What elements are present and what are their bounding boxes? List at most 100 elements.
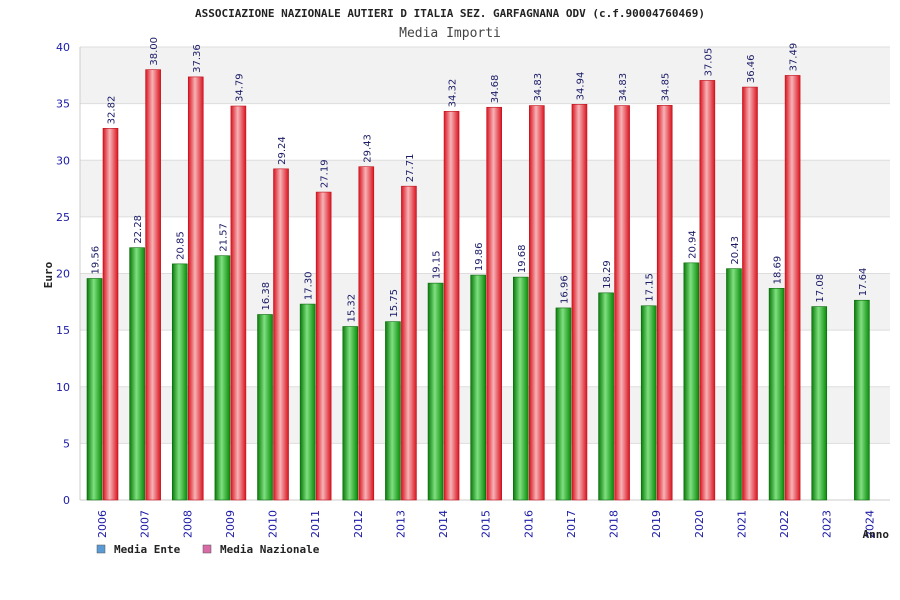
x-tick-label-2015: 2015	[480, 510, 493, 538]
y-tick-label: 0	[63, 494, 70, 507]
x-tick-label-2020: 2020	[693, 510, 706, 538]
bar-media-ente-2018	[598, 292, 614, 501]
value-label-media-ente-2019: 17.15	[645, 273, 656, 302]
x-tick-label-2012: 2012	[352, 510, 365, 538]
x-tick-label-2008: 2008	[181, 510, 194, 538]
bar-media-ente-2014	[427, 282, 444, 501]
value-label-media-ente-2012: 15.32	[346, 294, 357, 323]
bar-media-ente-2015	[470, 274, 486, 501]
value-label-media-ente-2020: 20.94	[687, 230, 698, 259]
x-tick-label-2021: 2021	[735, 510, 748, 538]
chart-subtitle: Media Importi	[399, 26, 501, 41]
bar-media-ente-2009	[214, 255, 231, 501]
bar-media-ente-2023	[811, 306, 828, 501]
x-tick-label-2016: 2016	[522, 510, 535, 538]
legend-label-media-ente: Media Ente	[114, 543, 181, 556]
value-label-media-ente-2021: 20.43	[730, 236, 741, 265]
value-label-media-ente-2023: 17.08	[815, 274, 826, 303]
bar-media-ente-2020	[683, 262, 700, 501]
bar-media-ente-2006	[86, 278, 103, 501]
value-label-media-nazionale-2017: 34.94	[575, 72, 586, 101]
y-tick-label: 40	[56, 41, 70, 54]
bar-media-ente-2011	[299, 303, 316, 501]
y-axis-ticks: 0 5 10 15 20 25 30 35 40	[56, 41, 70, 507]
bar-media-nazionale-2015	[486, 106, 502, 501]
value-label-media-ente-2010: 16.38	[261, 282, 272, 311]
bar-media-nazionale-2021	[742, 86, 758, 501]
bar-media-nazionale-2014	[443, 111, 460, 501]
x-tick-label-2010: 2010	[267, 510, 280, 538]
legend-swatch-media-nazionale	[202, 544, 212, 554]
x-tick-label-2024: 2024	[863, 510, 876, 538]
legend-label-media-nazionale: Media Nazionale	[220, 543, 320, 556]
value-label-media-nazionale-2010: 29.24	[277, 136, 288, 165]
x-tick-label-2017: 2017	[565, 510, 578, 538]
bar-media-nazionale-2017	[571, 104, 588, 501]
bar-media-ente-2017	[555, 307, 572, 501]
value-label-media-nazionale-2006: 32.82	[107, 96, 118, 125]
x-axis-ticks: 2006 2007 2008 2009 2010 2011 2012 2013 2014 2015…	[96, 510, 876, 538]
value-label-media-ente-2022: 18.69	[773, 256, 784, 285]
y-tick-label: 5	[63, 437, 70, 450]
x-tick-label-2011: 2011	[309, 510, 322, 538]
x-tick-label-2014: 2014	[437, 510, 450, 538]
x-tick-label-2009: 2009	[224, 510, 237, 538]
bar-media-ente-2024	[854, 299, 870, 501]
value-label-media-nazionale-2012: 29.43	[362, 134, 373, 163]
x-tick-label-2018: 2018	[608, 510, 621, 538]
bar-media-nazionale-2020	[699, 80, 716, 501]
x-tick-label-2013: 2013	[394, 510, 407, 538]
bar-media-nazionale-2019	[656, 105, 673, 501]
bar-media-nazionale-2016	[529, 105, 545, 501]
y-tick-label: 15	[56, 324, 70, 337]
value-label-media-nazionale-2008: 37.36	[192, 44, 203, 73]
bar-media-ente-2021	[726, 268, 742, 501]
y-axis-label: Euro	[42, 261, 55, 288]
bar-media-nazionale-2009	[230, 105, 247, 501]
bar-media-ente-2012	[342, 326, 359, 501]
value-label-media-nazionale-2019: 34.85	[661, 73, 672, 102]
legend: Media Ente Media Nazionale	[96, 543, 320, 556]
bar-media-nazionale-2012	[358, 166, 375, 501]
bar-media-nazionale-2022	[784, 75, 801, 501]
value-label-media-nazionale-2015: 34.68	[490, 75, 501, 104]
chart-title: ASSOCIAZIONE NAZIONALE AUTIERI D ITALIA …	[195, 7, 705, 20]
bars	[86, 69, 870, 501]
bar-media-nazionale-2008	[187, 76, 204, 501]
value-label-media-nazionale-2013: 27.71	[405, 154, 416, 183]
bar-media-nazionale-2006	[102, 128, 119, 501]
value-label-media-ente-2015: 19.86	[474, 242, 485, 271]
bar-media-ente-2008	[171, 263, 188, 501]
x-tick-label-2023: 2023	[821, 510, 834, 538]
y-tick-label: 10	[56, 381, 70, 394]
value-label-media-ente-2007: 22.28	[133, 215, 144, 244]
value-label-media-ente-2006: 19.56	[91, 246, 102, 275]
value-labels: 19.56 32.82 22.28 38.00 20.85 37.36 21.57 34.79…	[91, 37, 869, 322]
value-label-media-ente-2017: 16.96	[559, 275, 570, 304]
value-label-media-ente-2016: 19.68	[517, 244, 528, 273]
x-axis-label: Anno	[863, 528, 890, 541]
value-label-media-ente-2018: 18.29	[602, 260, 613, 289]
bar-media-ente-2022	[768, 288, 785, 501]
y-tick-label: 25	[56, 211, 70, 224]
bar-media-nazionale-2007	[145, 69, 161, 501]
value-label-media-ente-2014: 19.15	[432, 250, 443, 279]
value-label-media-nazionale-2011: 27.19	[320, 159, 331, 188]
value-label-media-ente-2009: 21.57	[218, 223, 229, 252]
y-tick-label: 30	[56, 154, 70, 167]
value-label-media-nazionale-2007: 38.00	[149, 37, 160, 66]
value-label-media-nazionale-2022: 37.49	[789, 43, 800, 72]
x-tick-label-2007: 2007	[139, 510, 152, 538]
bar-media-ente-2007	[129, 247, 145, 501]
value-label-media-ente-2013: 15.75	[389, 289, 400, 318]
value-label-media-nazionale-2009: 34.79	[234, 73, 245, 102]
x-tick-label-2022: 2022	[778, 510, 791, 538]
value-label-media-nazionale-2021: 36.46	[746, 54, 757, 83]
bar-media-ente-2016	[513, 276, 529, 501]
y-tick-label: 35	[56, 98, 70, 111]
x-tick-label-2019: 2019	[650, 510, 663, 538]
value-label-media-ente-2024: 17.64	[858, 268, 869, 297]
value-label-media-ente-2011: 17.30	[304, 271, 315, 300]
bar-media-ente-2019	[640, 305, 657, 501]
